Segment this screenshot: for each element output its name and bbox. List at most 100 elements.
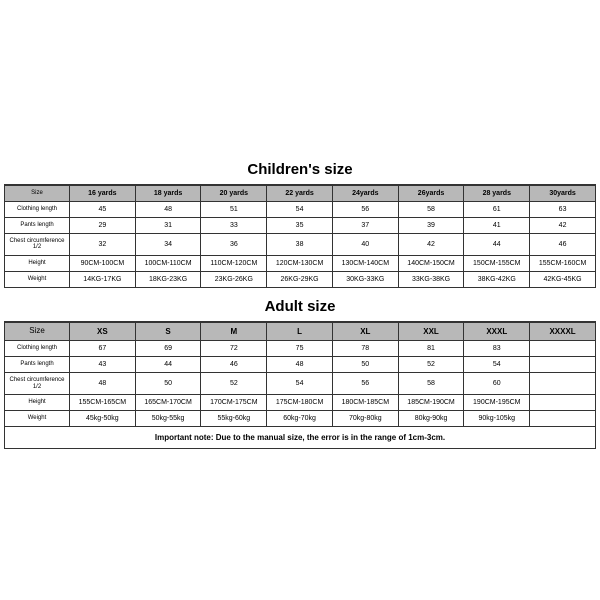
cell: 37 (332, 217, 398, 233)
row-label: Height (5, 395, 70, 411)
cell: 33KG-38KG (398, 272, 464, 288)
cell: 40 (332, 233, 398, 255)
table-row: Chest circumference 1/2 32 34 36 38 40 4… (5, 233, 596, 255)
cell: 140CM-150CM (398, 256, 464, 272)
cell: 67 (70, 341, 136, 357)
column-header: S (135, 323, 201, 341)
cell: 165CM-170CM (135, 395, 201, 411)
cell: 155CM-160CM (530, 256, 596, 272)
cell: 48 (267, 357, 333, 373)
cell: 120CM-130CM (267, 256, 333, 272)
cell: 54 (267, 201, 333, 217)
cell: 30KG-33KG (332, 272, 398, 288)
cell: 42 (398, 233, 464, 255)
column-header: 26yards (398, 185, 464, 201)
size-chart-wrapper: Children's size Size 16 yards 18 yards 2… (0, 0, 600, 600)
row-label: Weight (5, 272, 70, 288)
cell: 58 (398, 373, 464, 395)
cell: 60 (464, 373, 530, 395)
cell: 18KG-23KG (135, 272, 201, 288)
column-header: L (267, 323, 333, 341)
row-label: Weight (5, 411, 70, 427)
children-size-block: Children's size Size 16 yards 18 yards 2… (4, 151, 596, 288)
cell: 175CM-180CM (267, 395, 333, 411)
column-header: 22 yards (267, 185, 333, 201)
table-row: Clothing length 45 48 51 54 56 58 61 63 (5, 201, 596, 217)
cell: 78 (332, 341, 398, 357)
table-row: Clothing length 67 69 72 75 78 81 83 (5, 341, 596, 357)
cell: 51 (201, 201, 267, 217)
cell: 14KG-17KG (70, 272, 136, 288)
cell: 46 (530, 233, 596, 255)
cell: 70kg-80kg (332, 411, 398, 427)
cell: 42 (530, 217, 596, 233)
cell: 81 (398, 341, 464, 357)
note-row: Important note: Due to the manual size, … (5, 427, 596, 449)
cell: 38KG-42KG (464, 272, 530, 288)
column-header: XXL (398, 323, 464, 341)
cell: 32 (70, 233, 136, 255)
cell: 55kg-60kg (201, 411, 267, 427)
cell: 100CM-110CM (135, 256, 201, 272)
cell: 80kg-90kg (398, 411, 464, 427)
table-row: Weight 45kg-50kg 50kg-55kg 55kg-60kg 60k… (5, 411, 596, 427)
header-label: Size (5, 323, 70, 341)
row-label: Pants length (5, 357, 70, 373)
cell (530, 341, 596, 357)
row-label: Chest circumference 1/2 (5, 233, 70, 255)
important-note: Important note: Due to the manual size, … (5, 427, 596, 449)
cell: 52 (398, 357, 464, 373)
cell: 190CM-195CM (464, 395, 530, 411)
column-header: M (201, 323, 267, 341)
row-label: Height (5, 256, 70, 272)
cell: 90kg-105kg (464, 411, 530, 427)
table-row: Weight 14KG-17KG 18KG-23KG 23KG-26KG 26K… (5, 272, 596, 288)
table-row: Height 90CM-100CM 100CM-110CM 110CM-120C… (5, 256, 596, 272)
cell: 150CM-155CM (464, 256, 530, 272)
cell: 45 (70, 201, 136, 217)
cell: 110CM-120CM (201, 256, 267, 272)
cell: 63 (530, 201, 596, 217)
cell (530, 395, 596, 411)
row-label: Pants length (5, 217, 70, 233)
cell: 42KG-45KG (530, 272, 596, 288)
cell: 130CM-140CM (332, 256, 398, 272)
cell: 58 (398, 201, 464, 217)
column-header: 20 yards (201, 185, 267, 201)
cell: 34 (135, 233, 201, 255)
table-row: Chest circumference 1/2 48 50 52 54 56 5… (5, 373, 596, 395)
column-header: XXXL (464, 323, 530, 341)
row-label: Clothing length (5, 341, 70, 357)
cell (530, 373, 596, 395)
cell: 36 (201, 233, 267, 255)
column-header: XXXXL (530, 323, 596, 341)
column-header: 16 yards (70, 185, 136, 201)
adult-title: Adult size (4, 288, 596, 322)
column-header: 28 yards (464, 185, 530, 201)
row-label: Chest circumference 1/2 (5, 373, 70, 395)
cell: 75 (267, 341, 333, 357)
cell: 52 (201, 373, 267, 395)
cell: 41 (464, 217, 530, 233)
cell: 45kg-50kg (70, 411, 136, 427)
cell: 23KG-26KG (201, 272, 267, 288)
cell: 61 (464, 201, 530, 217)
cell: 50kg-55kg (135, 411, 201, 427)
children-title: Children's size (4, 151, 596, 185)
cell: 83 (464, 341, 530, 357)
row-label: Clothing length (5, 201, 70, 217)
cell: 60kg-70kg (267, 411, 333, 427)
cell: 180CM-185CM (332, 395, 398, 411)
table-row: Pants length 29 31 33 35 37 39 41 42 (5, 217, 596, 233)
cell: 56 (332, 373, 398, 395)
column-header: XL (332, 323, 398, 341)
cell: 26KG-29KG (267, 272, 333, 288)
cell: 54 (464, 357, 530, 373)
table-row: Height 155CM-165CM 165CM-170CM 170CM-175… (5, 395, 596, 411)
cell: 56 (332, 201, 398, 217)
cell: 39 (398, 217, 464, 233)
cell: 155CM-165CM (70, 395, 136, 411)
cell: 31 (135, 217, 201, 233)
cell: 50 (135, 373, 201, 395)
cell (530, 357, 596, 373)
